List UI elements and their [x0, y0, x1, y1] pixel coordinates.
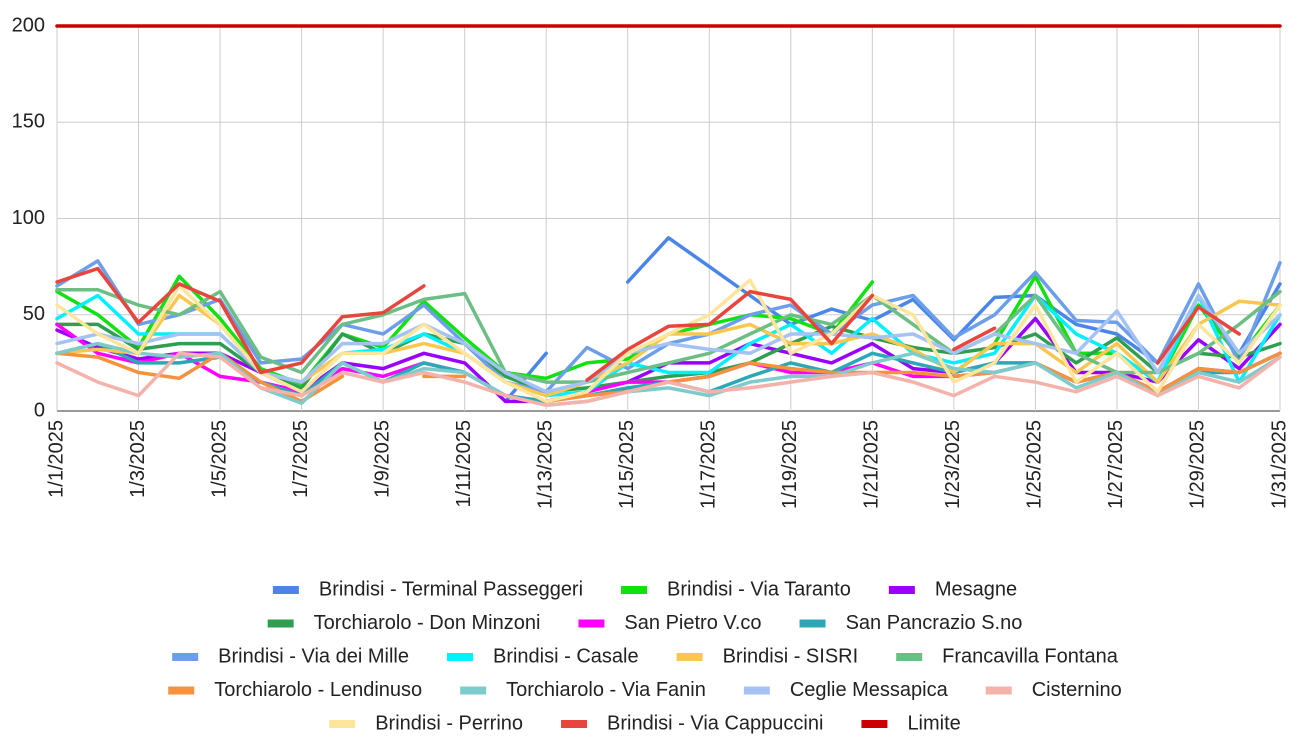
x-tick-label: 1/9/2025 — [371, 420, 393, 498]
y-tick-label: 100 — [12, 207, 45, 229]
legend-swatch — [460, 686, 487, 695]
y-tick-label: 50 — [23, 303, 45, 325]
legend-row: Brindisi - Terminal Passeggeri Brindisi -… — [272, 578, 1017, 600]
legend-swatch — [578, 619, 605, 628]
x-tick-label: 1/13/2025 — [534, 420, 556, 509]
legend-label: Brindisi - Via dei Mille — [218, 645, 409, 667]
legend-swatch — [896, 653, 923, 661]
legend-label: Brindisi - Via Taranto — [667, 578, 851, 600]
x-tick-label: 1/23/2025 — [942, 420, 964, 509]
legend-swatch — [743, 686, 770, 695]
legend-swatch — [329, 720, 356, 728]
x-tick-label: 1/17/2025 — [698, 420, 720, 509]
legend-swatch — [621, 586, 648, 594]
x-tick-label: 1/25/2025 — [1024, 420, 1046, 509]
legend-label: San Pancrazio S.no — [846, 612, 1023, 634]
legend-swatch — [168, 686, 195, 695]
x-tick-label: 1/29/2025 — [1187, 420, 1209, 509]
legend-label: Brindisi - Casale — [493, 645, 639, 667]
legend-swatch — [446, 653, 473, 661]
legend-row: Torchiarolo - Don Minzoni San Pietro V.co… — [267, 612, 1023, 634]
x-tick-label: 1/1/2025 — [45, 420, 67, 498]
legend-swatch — [888, 586, 915, 594]
x-tick-label: 1/3/2025 — [127, 420, 149, 498]
legend-row: Torchiarolo - Lendinuso Torchiarolo - Via… — [168, 679, 1122, 701]
legend-label: Ceglie Messapica — [790, 679, 949, 701]
legend-swatch — [676, 653, 703, 661]
legend-swatch — [861, 720, 888, 728]
legend-label: Mesagne — [935, 578, 1017, 600]
legend-swatch — [799, 619, 826, 628]
x-tick-label: 1/21/2025 — [861, 420, 883, 509]
legend-label: Francavilla Fontana — [942, 645, 1119, 667]
legend-swatch — [561, 720, 588, 728]
x-tick-label: 1/31/2025 — [1268, 420, 1290, 509]
legend-label: Torchiarolo - Don Minzoni — [314, 612, 541, 634]
legend-row: Brindisi - Perrino Brindisi - Via Cappucc… — [329, 712, 961, 734]
series-line — [55, 351, 1282, 407]
legend-label: Brindisi - Via Cappuccini — [607, 712, 823, 734]
legend-swatch — [267, 619, 294, 628]
legend-label: Torchiarolo - Via Fanin — [506, 679, 706, 701]
x-tick-label: 1/11/2025 — [453, 420, 475, 508]
x-tick-label: 1/5/2025 — [208, 420, 230, 498]
legend-label: Brindisi - Terminal Passeggeri — [319, 578, 583, 600]
y-tick-label: 200 — [12, 14, 45, 36]
legend-label: Limite — [907, 712, 960, 734]
x-tick-label: 1/27/2025 — [1105, 420, 1127, 509]
x-tick-label: 1/7/2025 — [290, 420, 312, 498]
legend-swatch — [985, 686, 1012, 695]
x-tick-label: 1/15/2025 — [616, 420, 638, 509]
legend-label: Cisternino — [1032, 679, 1122, 701]
legend-label: Torchiarolo - Lendinuso — [214, 679, 422, 701]
legend-label: Brindisi - SISRI — [723, 645, 859, 667]
x-tick-label: 1/19/2025 — [779, 420, 801, 509]
legend-row: Brindisi - Via dei Mille Brindisi - Casal… — [172, 645, 1119, 667]
legend-label: San Pietro V.co — [624, 612, 761, 634]
legend-label: Brindisi - Perrino — [375, 712, 523, 734]
legend-swatch — [172, 653, 199, 661]
series-line — [55, 266, 1241, 382]
legend-swatch — [272, 586, 299, 594]
y-tick-label: 0 — [34, 399, 45, 421]
y-tick-label: 150 — [12, 111, 45, 133]
